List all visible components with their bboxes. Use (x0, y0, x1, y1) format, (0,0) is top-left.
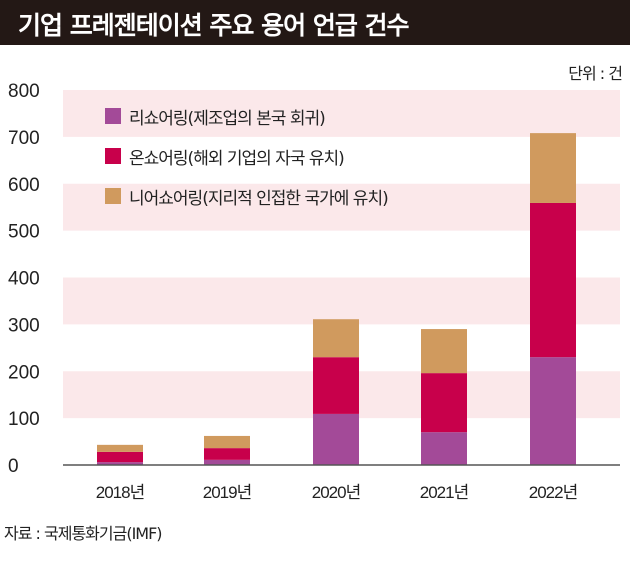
x-tick-label: 2019년 (203, 483, 251, 502)
bar-segment-2018년-0 (97, 462, 143, 465)
y-tick-label: 700 (8, 128, 40, 149)
bar-segment-2018년-1 (97, 451, 143, 463)
bar-segment-2021년-1 (421, 373, 467, 433)
legend-label: 온쇼어링(해외 기업의 자국 유치) (129, 148, 345, 169)
legend-item-onshoring: 온쇼어링(해외 기업의 자국 유치) (105, 136, 388, 176)
bar-segment-2019년-1 (204, 448, 250, 460)
legend-label: 니어쇼어링(지리적 인접한 국가에 유치) (129, 188, 389, 209)
y-tick-label: 200 (8, 362, 40, 383)
y-tick-label: 500 (8, 222, 40, 243)
bar-segment-2019년-2 (204, 435, 250, 449)
y-tick-label: 100 (8, 409, 40, 430)
grid-band (63, 90, 620, 137)
bar-segment-2021년-0 (421, 432, 467, 465)
unit-label: 단위 : 건 (568, 64, 623, 83)
y-tick-label: 800 (8, 81, 40, 102)
legend-swatch (105, 108, 121, 124)
bar-segment-2019년-0 (204, 459, 250, 465)
title-bar: 기업 프레젠테이션 주요 용어 언급 건수 (0, 0, 630, 45)
x-tick-label: 2018년 (96, 483, 144, 502)
bar-segment-2022년-1 (530, 202, 576, 358)
legend-item-nearshoring: 니어쇼어링(지리적 인접한 국가에 유치) (105, 176, 389, 216)
y-tick-label: 600 (8, 175, 40, 196)
legend-swatch (105, 188, 121, 204)
legend-label: 리쇼어링(제조업의 본국 회귀) (129, 108, 326, 129)
legend-swatch (105, 148, 121, 164)
x-tick-label: 2020년 (312, 483, 360, 502)
bar-segment-2021년-2 (421, 329, 467, 374)
chart-title: 기업 프레젠테이션 주요 용어 언급 건수 (18, 11, 410, 40)
x-tick-label: 2022년 (529, 483, 577, 502)
y-tick-label: 300 (8, 315, 40, 336)
bar-segment-2020년-2 (313, 319, 359, 358)
grid-band (63, 183, 620, 231)
y-tick-label: 400 (8, 269, 40, 290)
bar-segment-2020년-1 (313, 357, 359, 414)
bar-segment-2018년-2 (97, 444, 143, 452)
legend: 리쇼어링(제조업의 본국 회귀) 온쇼어링(해외 기업의 자국 유치) 니어쇼어… (105, 96, 389, 216)
x-tick-label: 2021년 (420, 483, 468, 502)
y-tick-label: 0 (8, 456, 19, 477)
grid-band (63, 277, 620, 325)
bar-segment-2022년-2 (530, 133, 576, 203)
bar-segment-2020년-0 (313, 413, 359, 465)
legend-item-reshoring: 리쇼어링(제조업의 본국 회귀) (105, 96, 388, 136)
source-note: 자료 : 국제통화기금(IMF) (4, 524, 163, 543)
bar-segment-2022년-0 (530, 357, 576, 465)
